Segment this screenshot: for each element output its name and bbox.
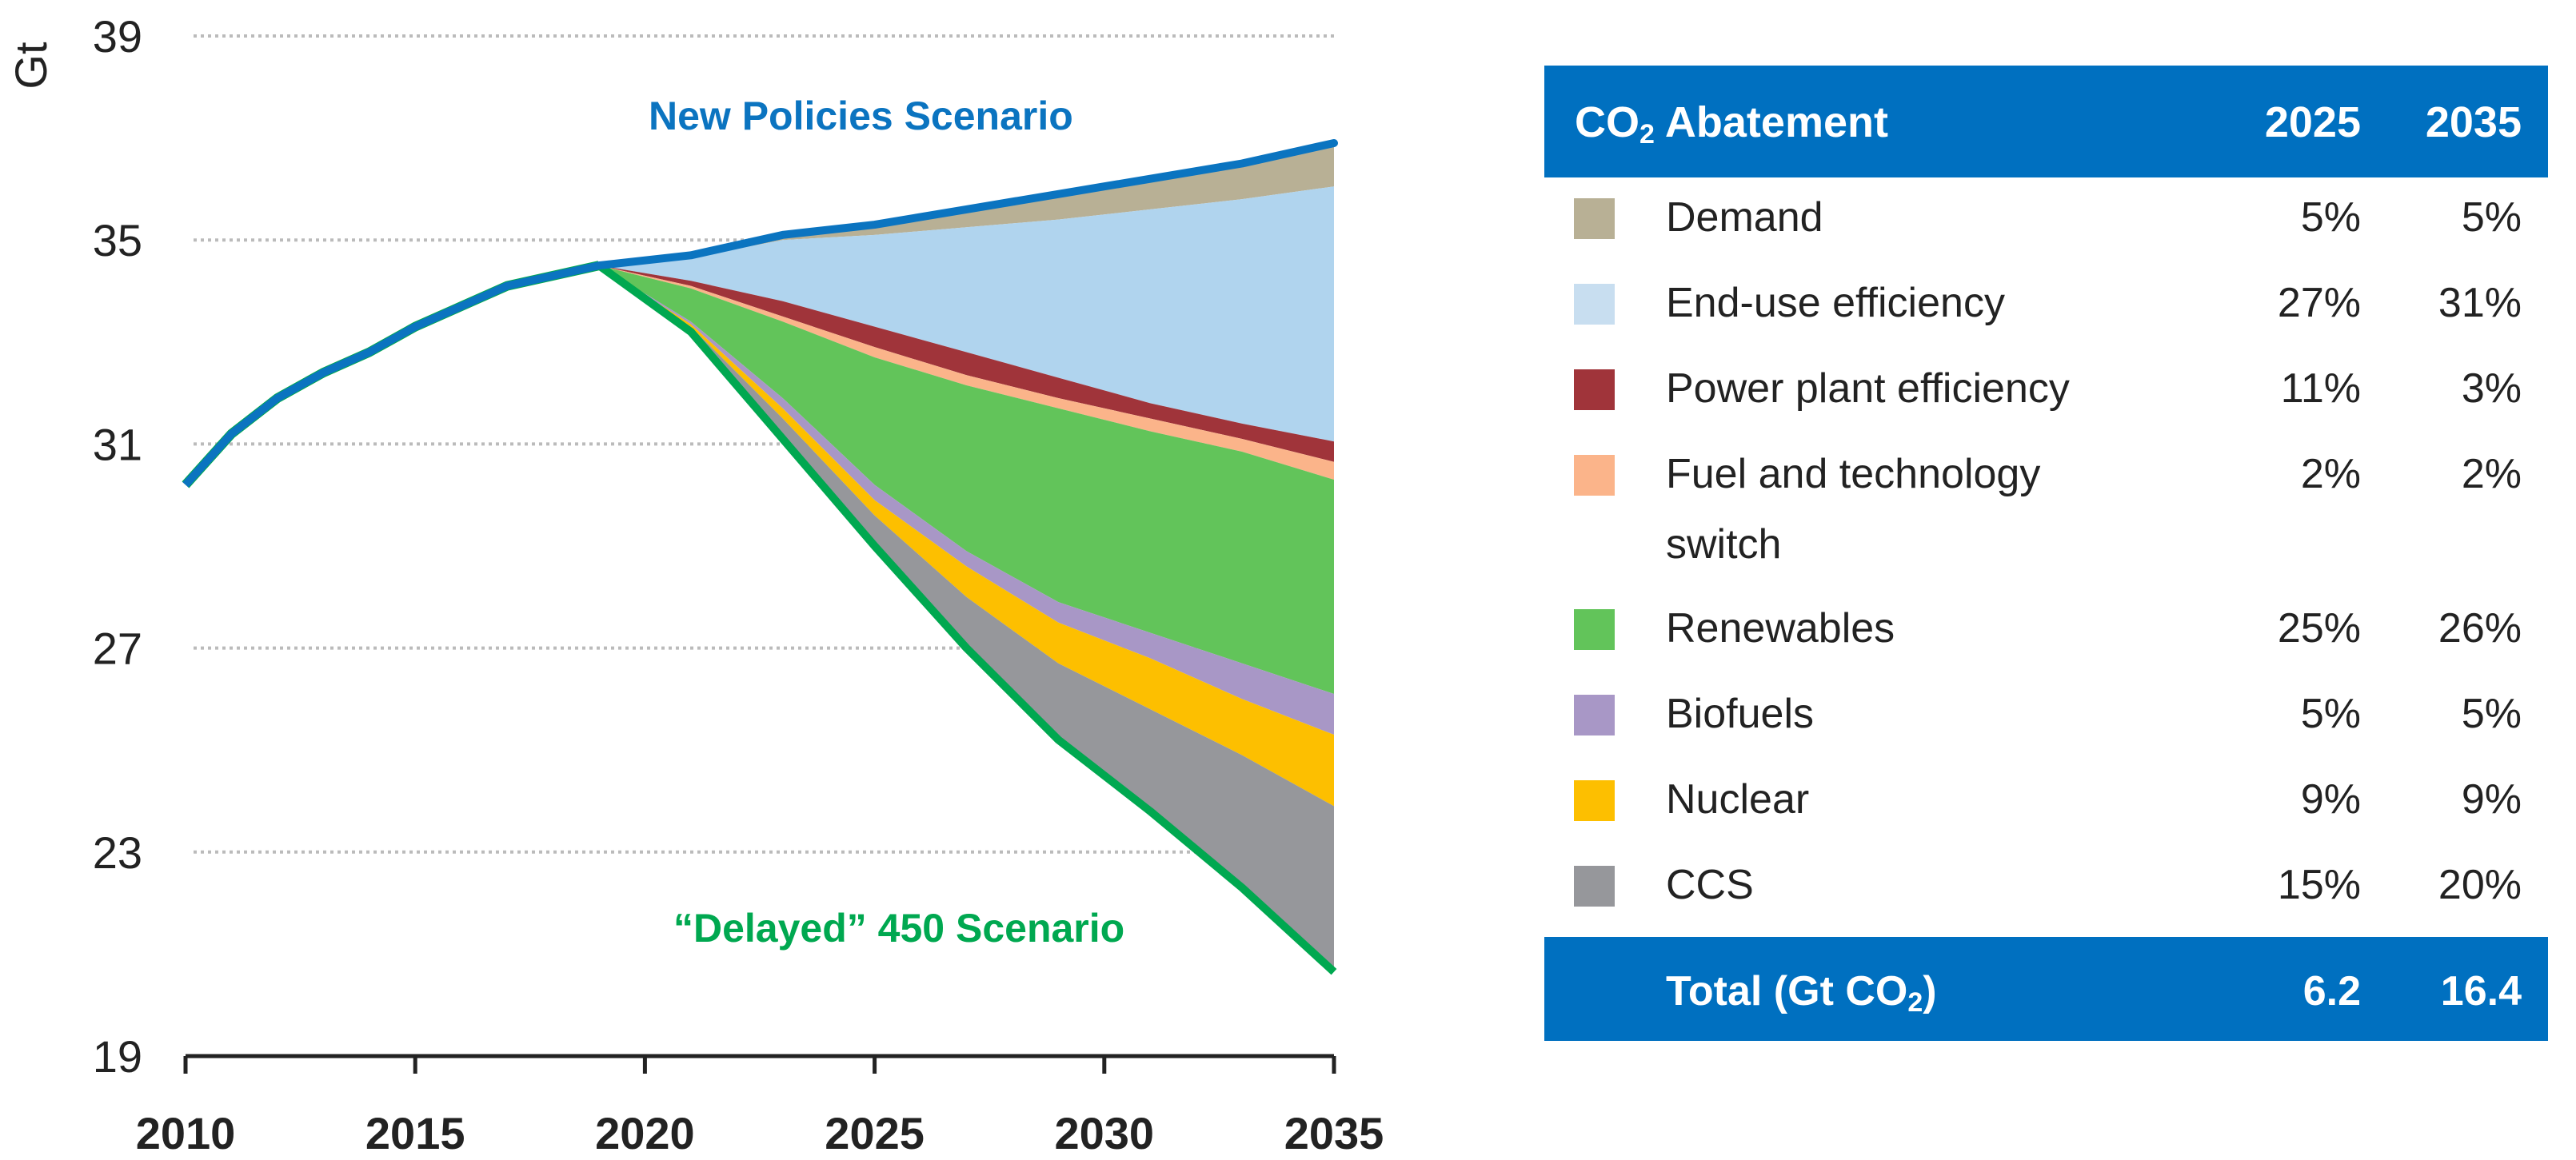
header-2025: 2025: [2264, 98, 2361, 146]
row-value-2025: 2%: [2300, 451, 2361, 497]
scenario-lines: [182, 138, 1338, 975]
abatement-table: CO2 Abatement 2025 2035 Demand 5% 5% End-us…: [1544, 66, 2548, 1041]
wedge-biofuels: [598, 265, 1334, 735]
legend-swatch: [1574, 369, 1615, 410]
wedge-renewables: [598, 265, 1334, 695]
row-value-2025: 27%: [2277, 280, 2361, 326]
table-row: CCS 15% 20%: [1544, 845, 2548, 931]
row-value-2035: 2%: [2461, 451, 2522, 497]
row-value-2025: 5%: [2300, 691, 2361, 737]
row-value-2035: 5%: [2461, 691, 2522, 737]
row-value-2035: 26%: [2438, 605, 2522, 652]
wedge-power-plant-efficiency: [598, 265, 1334, 462]
table-row: End-use efficiency 27% 31%: [1544, 263, 2548, 349]
axes: 39 35 31 27 23 19 2010 2015 2020 2025 2030 2035: [93, 11, 1384, 1158]
x-tick-label: 2020: [595, 1108, 695, 1158]
row-value-2025: 25%: [2277, 605, 2361, 652]
table-row: Renewables 25% 26%: [1544, 588, 2548, 674]
row-label: Nuclear: [1666, 776, 1810, 823]
header-title-co: CO: [1575, 98, 1639, 146]
x-tick-label: 2035: [1284, 1108, 1384, 1158]
legend-swatch: [1574, 866, 1615, 907]
delayed-450-label: “Delayed” 450 Scenario: [673, 906, 1124, 951]
row-label: Fuel and technology: [1666, 451, 2041, 497]
total-label-text: Total (Gt CO: [1666, 968, 1908, 1015]
legend-swatch: [1574, 695, 1615, 735]
total-label: Total (Gt CO2): [1666, 967, 1937, 1018]
row-label: Biofuels: [1666, 691, 1814, 737]
delayed-450-line: [597, 262, 1337, 975]
total-2035: 16.4: [2440, 968, 2522, 1015]
row-label-line2: switch: [1666, 521, 1782, 568]
header-title-suffix: Abatement: [1654, 98, 1888, 146]
row-value-2035: 9%: [2461, 776, 2522, 823]
row-label: Demand: [1666, 194, 1823, 241]
row-value-2035: 20%: [2438, 862, 2522, 908]
wedge-areas: [598, 142, 1334, 972]
y-tick-label: 39: [93, 11, 142, 62]
y-tick-label: 27: [93, 624, 142, 674]
legend-swatch: [1574, 780, 1615, 821]
y-tick-label: 35: [93, 215, 142, 265]
header-title-sub: 2: [1639, 119, 1655, 149]
new-policies-line: [594, 138, 1338, 270]
wedge-end-use-efficiency: [598, 186, 1334, 442]
x-tick-label: 2025: [825, 1108, 925, 1158]
y-tick-label: 19: [93, 1031, 142, 1082]
historical-line: [182, 261, 601, 488]
row-label: Power plant efficiency: [1666, 365, 2070, 412]
row-label: CCS: [1666, 862, 1754, 908]
x-tick-label: 2010: [136, 1108, 236, 1158]
header-title: CO2 Abatement: [1575, 98, 1888, 150]
row-value-2035: 5%: [2461, 194, 2522, 241]
legend-swatch: [1574, 284, 1615, 325]
row-value-2025: 9%: [2300, 776, 2361, 823]
row-label: Renewables: [1666, 605, 1895, 652]
total-label-suffix: ): [1923, 968, 1937, 1015]
legend-swatch: [1574, 609, 1615, 650]
wedge-fuel-and-technology-switch: [598, 265, 1334, 480]
table-header: CO2 Abatement 2025 2035: [1544, 66, 2548, 177]
wedge-ccs: [598, 265, 1334, 972]
y-axis-label: Gt: [6, 42, 56, 90]
table-row: Power plant efficiency 11% 3%: [1544, 349, 2548, 434]
legend-swatch: [1574, 198, 1615, 239]
y-tick-label: 31: [93, 419, 142, 469]
x-tick-label: 2030: [1055, 1108, 1155, 1158]
row-value-2025: 15%: [2277, 862, 2361, 908]
table-row: Demand 5% 5%: [1544, 177, 2548, 263]
table-row: Fuel and technology switch 2% 2%: [1544, 434, 2548, 588]
new-policies-label: New Policies Scenario: [649, 94, 1073, 138]
y-tick-label: 23: [93, 827, 142, 878]
header-2035: 2035: [2425, 98, 2522, 146]
table-row: Biofuels 5% 5%: [1544, 674, 2548, 759]
total-row: Total (Gt CO2) 6.2 16.4: [1544, 937, 2548, 1041]
historical-line-green: [182, 261, 601, 488]
total-2025: 6.2: [2302, 968, 2361, 1015]
row-value-2035: 31%: [2438, 280, 2522, 326]
row-value-2025: 11%: [2280, 365, 2361, 412]
wedge-nuclear: [598, 265, 1334, 807]
total-label-sub: 2: [1907, 987, 1923, 1018]
row-label: End-use efficiency: [1666, 280, 2005, 326]
table-row: Nuclear 9% 9%: [1544, 759, 2548, 845]
legend-swatch: [1574, 455, 1615, 496]
x-tick-label: 2015: [365, 1108, 465, 1158]
row-value-2035: 3%: [2461, 365, 2522, 412]
row-value-2025: 5%: [2300, 194, 2361, 241]
